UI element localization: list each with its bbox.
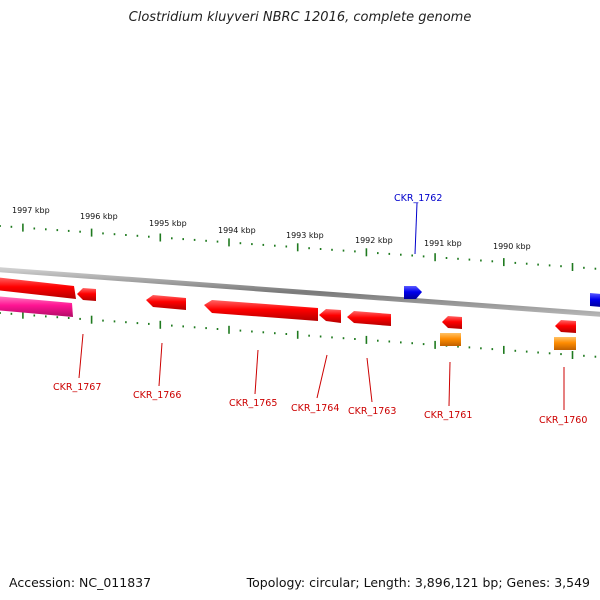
gene-labels: CKR_1762 CKR_1767 CKR_1766 CKR_1765 CKR_… — [53, 193, 587, 426]
gene-red-arrow[interactable] — [77, 288, 96, 301]
genome-backbone — [0, 267, 600, 317]
gene-blue-arrow[interactable] — [404, 286, 422, 299]
gene-red-arrow[interactable] — [555, 320, 576, 333]
leader-line — [366, 357, 373, 403]
gene-label-ckr-1761[interactable]: CKR_1761 — [424, 410, 472, 421]
kbp-label-1990: 1990 kbp — [493, 242, 531, 251]
gene-red-arrow[interactable] — [0, 277, 76, 299]
gene-label-ckr-1760[interactable]: CKR_1760 — [539, 415, 587, 426]
upper-tick-row — [0, 223, 597, 271]
gene-label-ckr-1764[interactable]: CKR_1764 — [291, 403, 339, 414]
kbp-labels: 1997 kbp 1996 kbp 1995 kbp 1994 kbp 1993… — [12, 206, 531, 251]
gene-red-arrow[interactable] — [442, 316, 462, 329]
gene-magenta-arrow[interactable] — [0, 296, 73, 317]
gene-orange-box[interactable] — [440, 333, 461, 346]
gene-label-ckr-1767[interactable]: CKR_1767 — [53, 382, 101, 393]
lower-tick-row — [0, 310, 597, 359]
leader-line — [448, 361, 451, 407]
topology-text: Topology: circular; Length: 3,896,121 bp… — [246, 575, 590, 590]
gene-red-arrow[interactable] — [347, 311, 391, 326]
kbp-label-1991: 1991 kbp — [424, 239, 462, 248]
gene-label-ckr-1765[interactable]: CKR_1765 — [229, 398, 277, 409]
leader-line — [316, 354, 328, 399]
gene-label-ckr-1762[interactable]: CKR_1762 — [394, 193, 442, 204]
kbp-label-1997: 1997 kbp — [12, 206, 50, 215]
gene-blue-arrow[interactable] — [590, 293, 600, 307]
leader-line — [158, 342, 163, 387]
leader-line — [414, 202, 418, 255]
gene-red-arrow[interactable] — [146, 295, 186, 310]
kbp-label-1993: 1993 kbp — [286, 231, 324, 240]
map-title: Clostridium kluyveri NBRC 12016, complet… — [128, 10, 472, 25]
kbp-label-1992: 1992 kbp — [355, 236, 393, 245]
gene-red-arrow[interactable] — [204, 300, 318, 321]
kbp-label-1996: 1996 kbp — [80, 212, 118, 221]
gene-features — [0, 277, 600, 350]
kbp-label-1995: 1995 kbp — [149, 219, 187, 228]
gene-label-ckr-1766[interactable]: CKR_1766 — [133, 390, 181, 401]
kbp-label-1994: 1994 kbp — [218, 226, 256, 235]
accession-text: Accession: NC_011837 — [9, 575, 152, 590]
leader-line — [254, 349, 259, 395]
gene-label-ckr-1763[interactable]: CKR_1763 — [348, 406, 396, 417]
leader-line — [78, 333, 84, 379]
label-leader-lines — [78, 202, 565, 410]
gene-orange-box[interactable] — [554, 337, 576, 350]
gene-red-arrow[interactable] — [319, 309, 341, 323]
